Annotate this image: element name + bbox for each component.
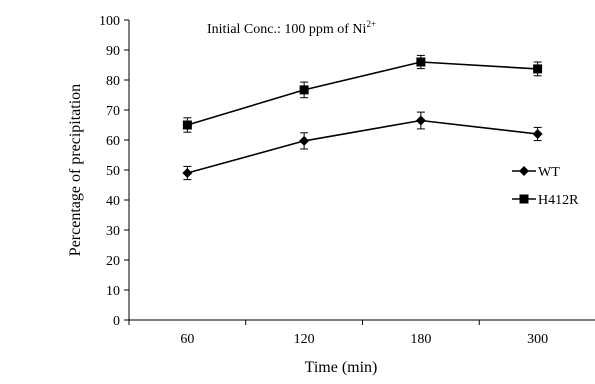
legend-label: WT [538,165,560,180]
data-point-wt [299,135,310,146]
legend-marker-wt [519,166,529,176]
x-tick-label: 120 [294,332,315,347]
y-axis-label: Percentage of precipitation [67,84,84,256]
data-point-wt [415,115,426,126]
y-tick-label: 20 [106,254,120,269]
series-h412r [182,54,543,133]
x-axis-label: Time (min) [305,359,378,376]
series [182,54,543,181]
chart-annotation-superscript: 2+ [366,19,376,29]
legend-label: H412R [538,193,579,208]
series-wt [182,111,543,181]
data-point-h412r [533,64,543,74]
y-tick-label: 30 [106,224,120,239]
y-tick-label: 10 [106,284,120,299]
y-tick-label: 90 [106,44,120,59]
y-ticks: 0 10 20 30 40 50 60 70 80 90 100 [99,14,129,329]
y-tick-label: 50 [106,164,120,179]
x-ticks: 60 120 180 300 [128,320,548,347]
y-tick-label: 80 [106,74,120,89]
series-line [187,61,538,126]
legend: WT H412R [512,165,579,208]
legend-marker-h412r [519,194,529,204]
data-point-h412r [299,85,309,95]
data-point-h412r [416,57,426,67]
data-point-wt [532,129,543,139]
x-tick-label: 180 [410,332,431,347]
y-tick-label: 0 [113,314,120,329]
series-line [187,119,538,174]
x-tick-label: 60 [180,332,194,347]
y-tick-label: 40 [106,194,120,209]
y-tick-label: 100 [99,14,120,29]
data-point-h412r [182,120,192,130]
chart-annotation: Initial Conc.: 100 ppm of Ni2+ [207,19,376,37]
x-tick-label: 300 [527,332,548,347]
data-point-wt [182,168,193,178]
y-tick-label: 60 [106,134,120,149]
y-tick-label: 70 [106,104,120,119]
